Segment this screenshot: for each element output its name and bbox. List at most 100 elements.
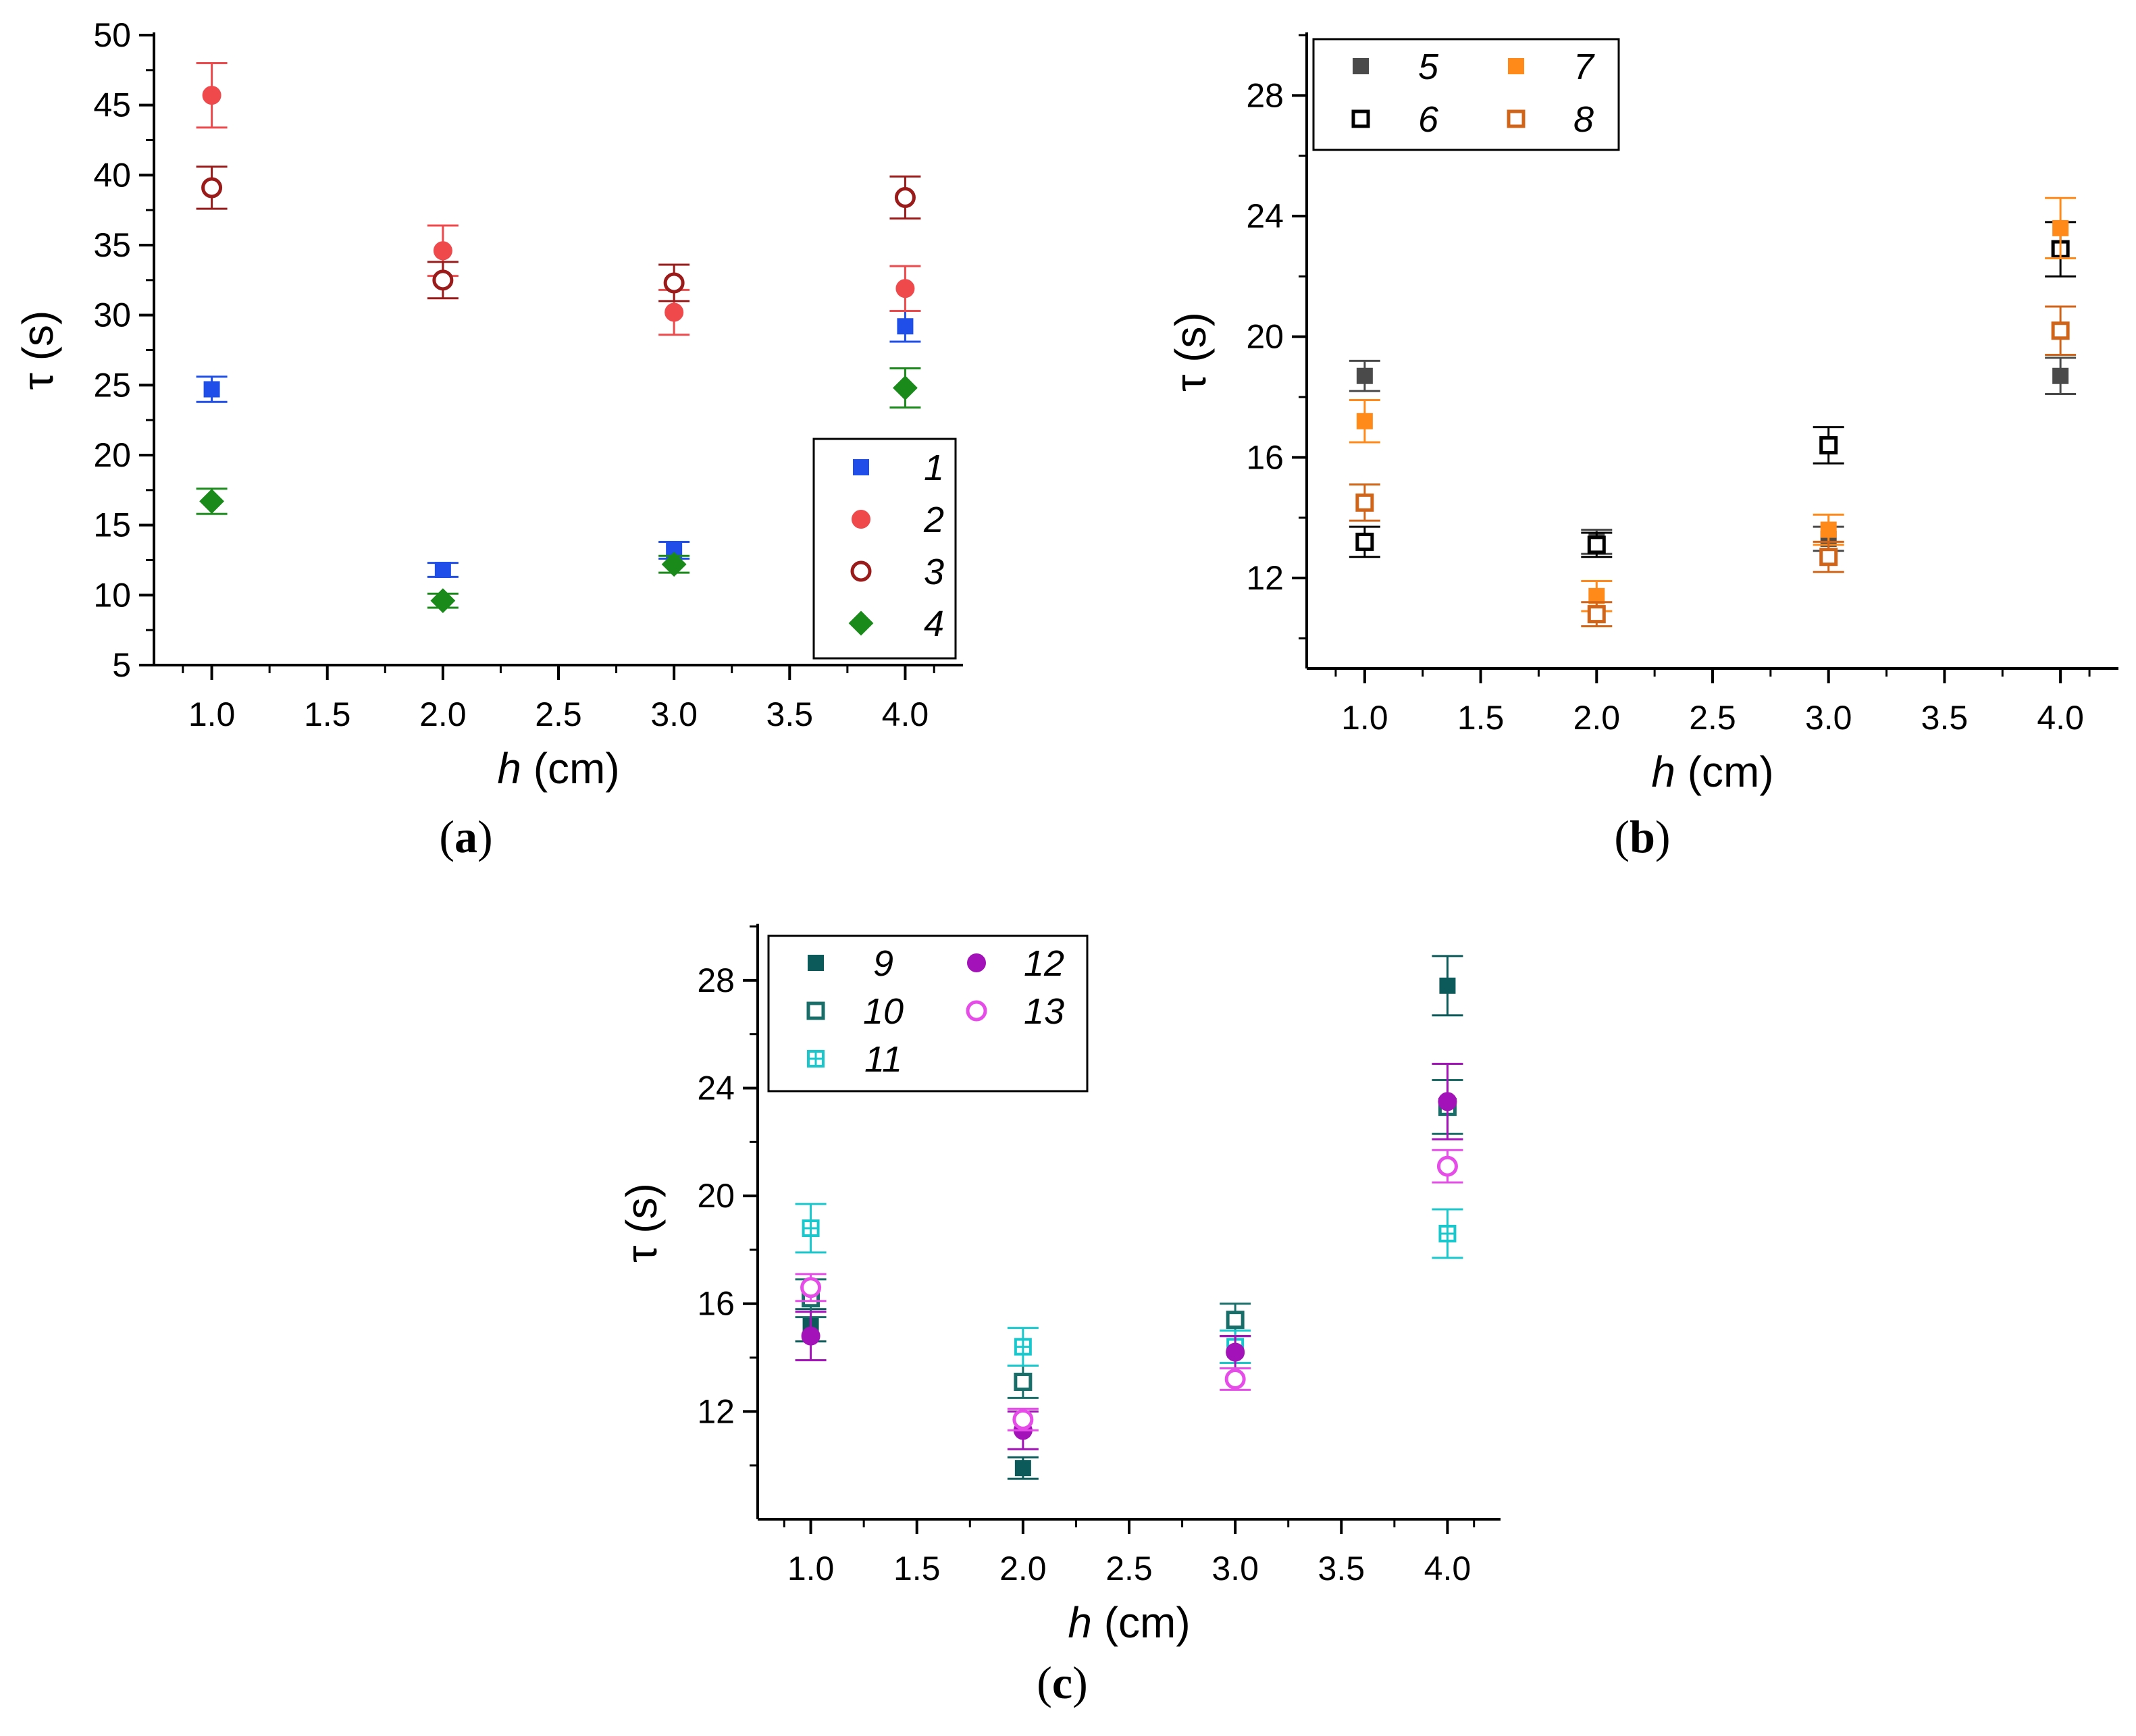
- legend-label: 8: [1573, 99, 1594, 140]
- data-point: [1355, 493, 1374, 512]
- legend-label: 1: [924, 448, 944, 488]
- x-tick-label: 1.0: [188, 695, 236, 733]
- x-tick-label: 2.0: [1573, 699, 1621, 737]
- y-tick-label: 20: [1246, 318, 1284, 356]
- data-point: [894, 187, 916, 209]
- legend-marker: [806, 1001, 825, 1020]
- data-point: [1819, 436, 1838, 454]
- data-point: [661, 552, 687, 577]
- y-tick-label: 24: [1246, 197, 1284, 235]
- y-axis-title: τ (s): [1166, 312, 1215, 392]
- legend-marker: [1508, 58, 1524, 74]
- panel-caption: (c): [1037, 1657, 1088, 1708]
- panel-caption: (b): [1614, 811, 1670, 862]
- data-point: [893, 375, 918, 400]
- legend-label: 11: [864, 1039, 902, 1080]
- series-3: [196, 165, 921, 303]
- data-point: [203, 381, 220, 398]
- series-8: [1349, 305, 2077, 627]
- x-axis-title-symbol: h: [1068, 1598, 1092, 1647]
- x-axis-title-unit: (cm): [1092, 1598, 1191, 1647]
- x-tick-label: 2.0: [419, 695, 467, 733]
- x-axis-title: h (cm): [497, 744, 619, 793]
- y-axis-title: τ (s): [617, 1183, 666, 1263]
- caption-part: c: [1052, 1657, 1072, 1708]
- legend-label: 4: [924, 604, 944, 644]
- legend-marker: [967, 953, 986, 972]
- series-11: [795, 1203, 1463, 1367]
- legend-marker: [853, 459, 869, 475]
- data-point: [201, 177, 223, 199]
- panel-caption: (a): [439, 811, 492, 862]
- y-tick-label: 15: [93, 506, 131, 544]
- y-tick-label: 50: [93, 16, 131, 54]
- caption-part: a: [454, 811, 477, 862]
- x-tick-label: 3.0: [1212, 1550, 1259, 1587]
- x-axis-title-unit: (cm): [1675, 747, 1774, 796]
- data-point: [663, 272, 685, 294]
- x-tick-label: 1.5: [893, 1550, 941, 1587]
- x-tick-label: 3.5: [766, 695, 814, 733]
- data-point: [430, 588, 456, 614]
- legend-box: [1312, 38, 1620, 151]
- series-1: [196, 309, 921, 579]
- y-axis-title: τ (s): [14, 311, 62, 390]
- data-point: [433, 241, 452, 261]
- panel-c: 1.0 1.5 2.0 2.5 3.0 3.5 4.0 12 16 20 24 28 h (cm) τ (…: [617, 924, 1501, 1708]
- data-point: [1356, 367, 1373, 384]
- x-tick-label: 4.0: [882, 695, 929, 733]
- panel-a: 1.0 1.5 2.0 2.5 3.0 3.5 4.0 5 10 15 20 25 30 35 40 45 50…: [14, 16, 963, 862]
- x-tick-label: 1.5: [304, 695, 351, 733]
- data-point: [1224, 1368, 1246, 1390]
- legend-marker: [1351, 109, 1370, 128]
- caption-part: (: [439, 811, 454, 862]
- y-tick-label: 35: [93, 226, 131, 264]
- data-point: [1014, 1372, 1033, 1391]
- data-point: [1226, 1342, 1245, 1362]
- caption-part: ): [1072, 1657, 1088, 1708]
- series-12: [795, 1063, 1463, 1450]
- caption-part: ): [477, 811, 493, 862]
- legend-marker: [1353, 58, 1369, 74]
- caption-part: (: [1037, 1657, 1052, 1708]
- data-point: [1820, 521, 1837, 538]
- legend-label: 10: [863, 991, 904, 1032]
- data-point: [1587, 535, 1606, 554]
- x-tick-label: 1.0: [1341, 699, 1388, 737]
- x-tick-label: 3.0: [1805, 699, 1852, 737]
- x-tick-label: 1.5: [1457, 699, 1505, 737]
- data-point: [432, 269, 454, 291]
- y-tick-label: 12: [1246, 559, 1284, 597]
- series-7: [1349, 196, 2077, 612]
- legend-label: 13: [1024, 991, 1064, 1032]
- caption-part: (: [1614, 811, 1630, 862]
- y-tick-label: 10: [93, 576, 131, 614]
- data-point: [1355, 532, 1374, 551]
- legend-label: 3: [924, 552, 944, 592]
- data-point: [1819, 548, 1838, 567]
- series-6: [1349, 221, 2077, 558]
- x-tick-label: 2.5: [1105, 1550, 1153, 1587]
- series-5: [1349, 357, 2077, 555]
- legend-marker: [1507, 109, 1526, 128]
- legend-marker: [848, 610, 874, 636]
- x-axis-title: h (cm): [1651, 747, 1773, 796]
- x-tick-label: 2.5: [1689, 699, 1736, 737]
- x-axis-title-symbol: h: [497, 744, 521, 793]
- legend-marker: [966, 1000, 987, 1022]
- data-point: [2052, 367, 2069, 384]
- data-point: [1226, 1311, 1245, 1330]
- data-point: [434, 562, 451, 579]
- y-tick-label: 30: [93, 296, 131, 334]
- legend-label: 5: [1418, 47, 1439, 87]
- y-tick-label: 5: [112, 646, 131, 684]
- series-13: [795, 1149, 1463, 1431]
- x-tick-label: 4.0: [2037, 699, 2084, 737]
- x-tick-label: 1.0: [787, 1550, 835, 1587]
- data-point: [895, 279, 915, 298]
- y-tick-label: 20: [697, 1177, 735, 1215]
- x-tick-label: 4.0: [1424, 1550, 1471, 1587]
- series-10: [795, 1078, 1463, 1399]
- series-4: [196, 367, 921, 614]
- series-2: [196, 61, 921, 336]
